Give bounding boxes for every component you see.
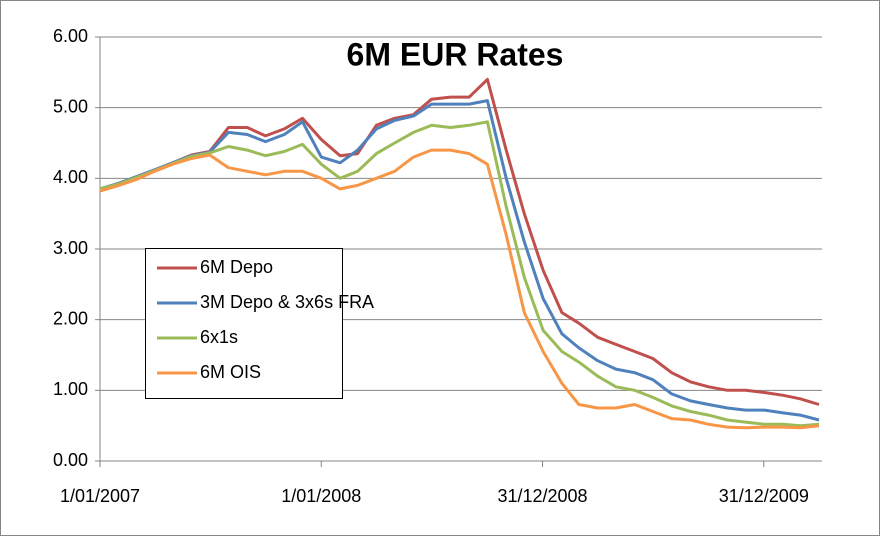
y-tick-label: 1.00 (53, 379, 88, 399)
legend-label: 6M OIS (200, 362, 261, 382)
legend: 6M Depo 3M Depo & 3x6s FRA 6x1s 6M OIS (145, 248, 374, 399)
y-tick-label: 6.00 (53, 26, 88, 46)
chart-title: 6M EUR Rates (347, 36, 564, 72)
legend-label: 3M Depo & 3x6s FRA (200, 292, 374, 312)
series-line (99, 77, 820, 406)
series-line (99, 120, 820, 428)
y-tick-label: 4.00 (53, 167, 88, 187)
series-line (99, 99, 820, 422)
x-tick-label: 31/12/2009 (719, 486, 809, 506)
y-tick-label: 3.00 (53, 238, 88, 258)
y-tick-label: 0.00 (53, 450, 88, 470)
legend-label: 6M Depo (200, 257, 273, 277)
y-tick-label: 2.00 (53, 308, 88, 328)
legend-label: 6x1s (200, 327, 238, 347)
y-tick-label: 5.00 (53, 96, 88, 116)
x-tick-label: 1/01/2008 (281, 486, 361, 506)
series-line (99, 148, 820, 430)
x-tick-label: 1/01/2007 (60, 486, 140, 506)
x-tick-label: 31/12/2008 (497, 486, 587, 506)
